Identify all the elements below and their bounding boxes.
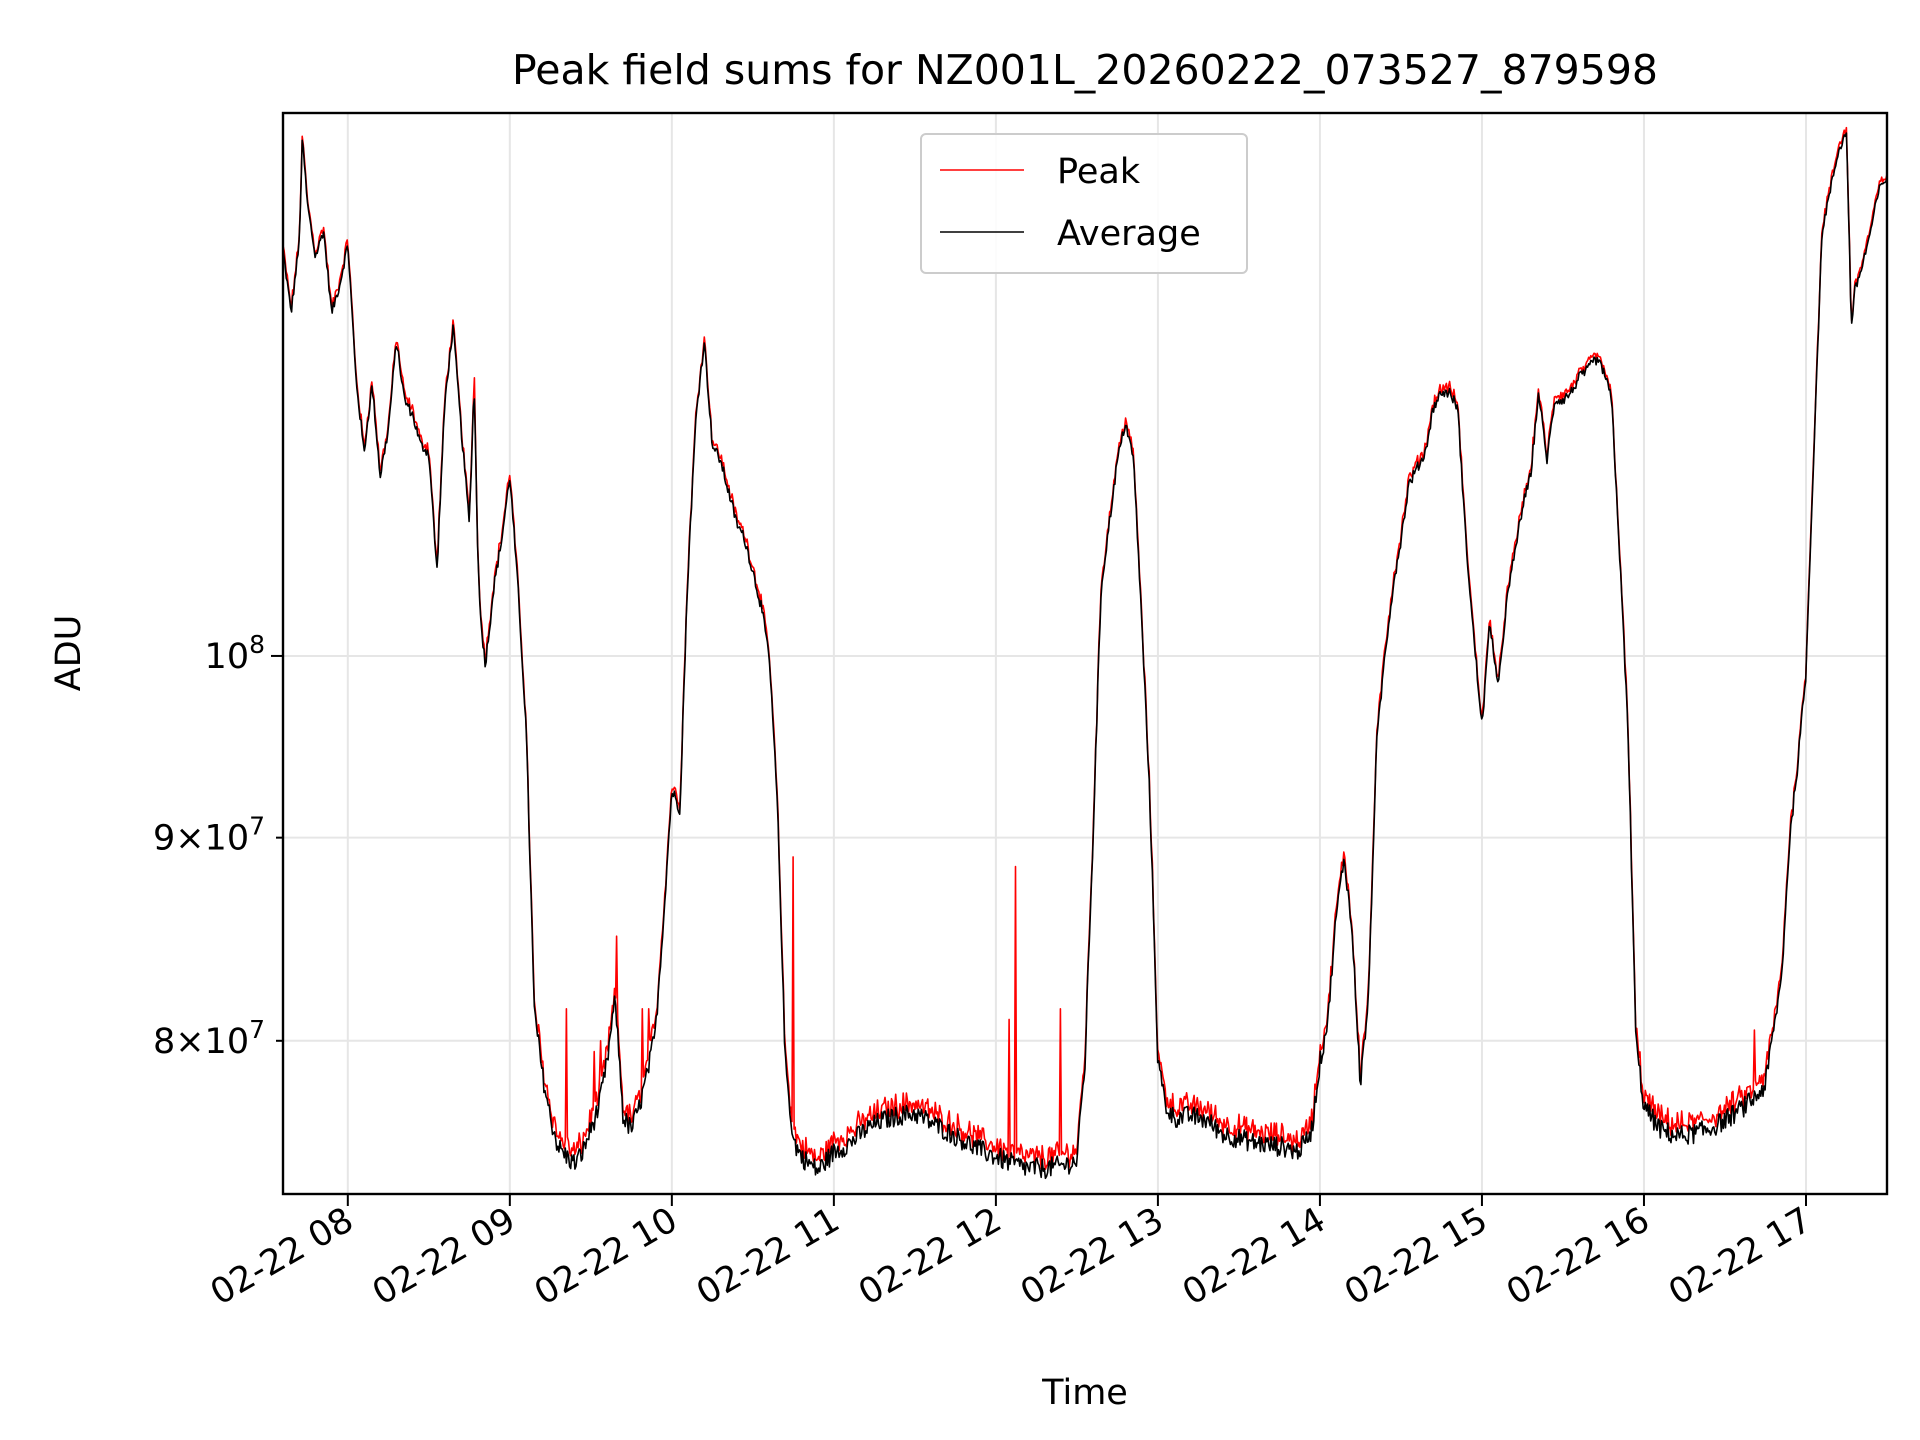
y-tick-label: 108 (205, 630, 265, 677)
x-tick-label: 02-22 17 (1662, 1200, 1818, 1313)
x-tick-label: 02-22 14 (1176, 1200, 1332, 1313)
x-tick-label: 02-22 10 (528, 1200, 684, 1313)
series-line-average (282, 132, 1888, 1180)
y-axis-label: ADU (49, 615, 89, 692)
plot-series (282, 126, 1888, 1180)
y-tick-label: 9×107 (153, 812, 265, 859)
x-axis-label: Time (1041, 1373, 1128, 1413)
legend: Peak Average (920, 133, 1248, 274)
series-line-peak (282, 126, 1888, 1170)
x-tick-label: 02-22 13 (1014, 1200, 1170, 1313)
legend-label-peak: Peak (1057, 152, 1141, 192)
x-tick-label: 02-22 15 (1338, 1200, 1494, 1313)
grid-lines (283, 113, 1887, 1194)
x-tick-label: 02-22 08 (204, 1200, 360, 1313)
x-tick-label: 02-22 16 (1500, 1200, 1656, 1313)
legend-box (920, 133, 1248, 274)
legend-label-average: Average (1057, 214, 1201, 254)
x-tick-label: 02-22 11 (690, 1200, 846, 1313)
x-axis: 02-22 08 02-22 09 02-22 10 02-22 11 02-22 12… (204, 1194, 1818, 1313)
x-tick-label: 02-22 09 (366, 1200, 522, 1313)
y-tick-label: 8×107 (153, 1015, 265, 1062)
y-axis: 8×107 9×107 108 (153, 630, 283, 1062)
chart-title: Peak field sums for NZ001L_20260222_0735… (512, 46, 1658, 94)
x-tick-label: 02-22 12 (852, 1200, 1008, 1313)
plot-frame (281, 111, 1889, 1196)
